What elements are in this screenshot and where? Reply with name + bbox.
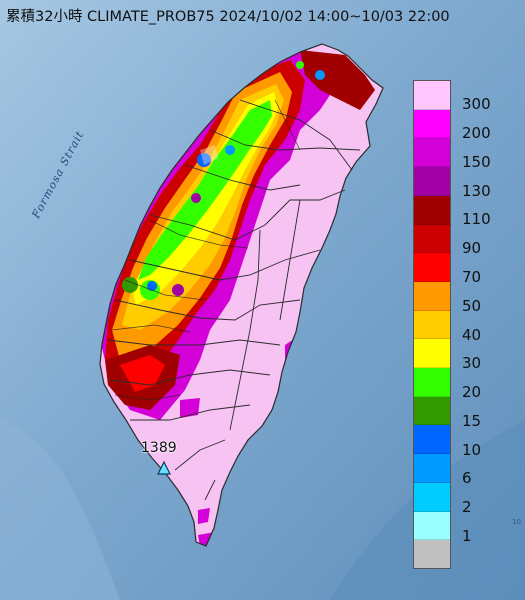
legend-swatch-4 bbox=[414, 195, 450, 225]
county-boundaries bbox=[99, 43, 384, 547]
legend-color-bar bbox=[413, 80, 451, 569]
legend-label: 300 bbox=[462, 95, 491, 114]
legend-label: 200 bbox=[462, 124, 491, 143]
legend-swatch-5 bbox=[414, 224, 450, 254]
sea-shade-west bbox=[0, 420, 120, 600]
triangle-marker-icon[interactable] bbox=[157, 461, 171, 475]
station-value-label: 1389 bbox=[141, 440, 177, 456]
legend-swatch-7 bbox=[414, 281, 450, 311]
legend-label: 10 bbox=[462, 440, 482, 459]
legend-label: 6 bbox=[462, 469, 472, 488]
legend-swatch-9 bbox=[414, 339, 450, 369]
legend-label: 2 bbox=[462, 498, 472, 517]
legend-label: 110 bbox=[462, 210, 491, 229]
legend-label: 30 bbox=[462, 354, 482, 373]
legend-labels: 300 200 150 130 110 90 70 50 40 30 20 15 10 6 2 1 bbox=[462, 80, 522, 569]
legend-label: 130 bbox=[462, 181, 491, 200]
lake-marker bbox=[200, 145, 218, 165]
legend-swatch-12 bbox=[414, 425, 450, 455]
legend-swatch-0 bbox=[414, 81, 450, 110]
legend-swatch-13 bbox=[414, 454, 450, 483]
legend-swatch-2 bbox=[414, 138, 450, 168]
legend-swatch-3 bbox=[414, 167, 450, 196]
legend-label: 15 bbox=[462, 411, 482, 430]
legend-label: 50 bbox=[462, 296, 482, 315]
legend-swatch-10 bbox=[414, 368, 450, 397]
legend-label: 1 bbox=[462, 526, 472, 545]
legend-label: 40 bbox=[462, 325, 482, 344]
legend-label: 150 bbox=[462, 152, 491, 171]
legend-label: 70 bbox=[462, 267, 482, 286]
legend-label: 90 bbox=[462, 239, 482, 258]
river-lines bbox=[111, 99, 301, 401]
legend-swatch-14 bbox=[414, 482, 450, 512]
legend-swatch-11 bbox=[414, 396, 450, 426]
edge-scale-mark: 10 bbox=[512, 518, 521, 526]
legend-swatch-15 bbox=[414, 511, 450, 541]
legend-swatch-8 bbox=[414, 310, 450, 340]
legend-swatch-1 bbox=[414, 109, 450, 139]
legend-label: 20 bbox=[462, 383, 482, 402]
legend-swatch-6 bbox=[414, 253, 450, 282]
legend-swatch-16 bbox=[414, 540, 450, 568]
map-title: 累積32小時 CLIMATE_PROB75 2024/10/02 14:00~1… bbox=[6, 9, 450, 25]
